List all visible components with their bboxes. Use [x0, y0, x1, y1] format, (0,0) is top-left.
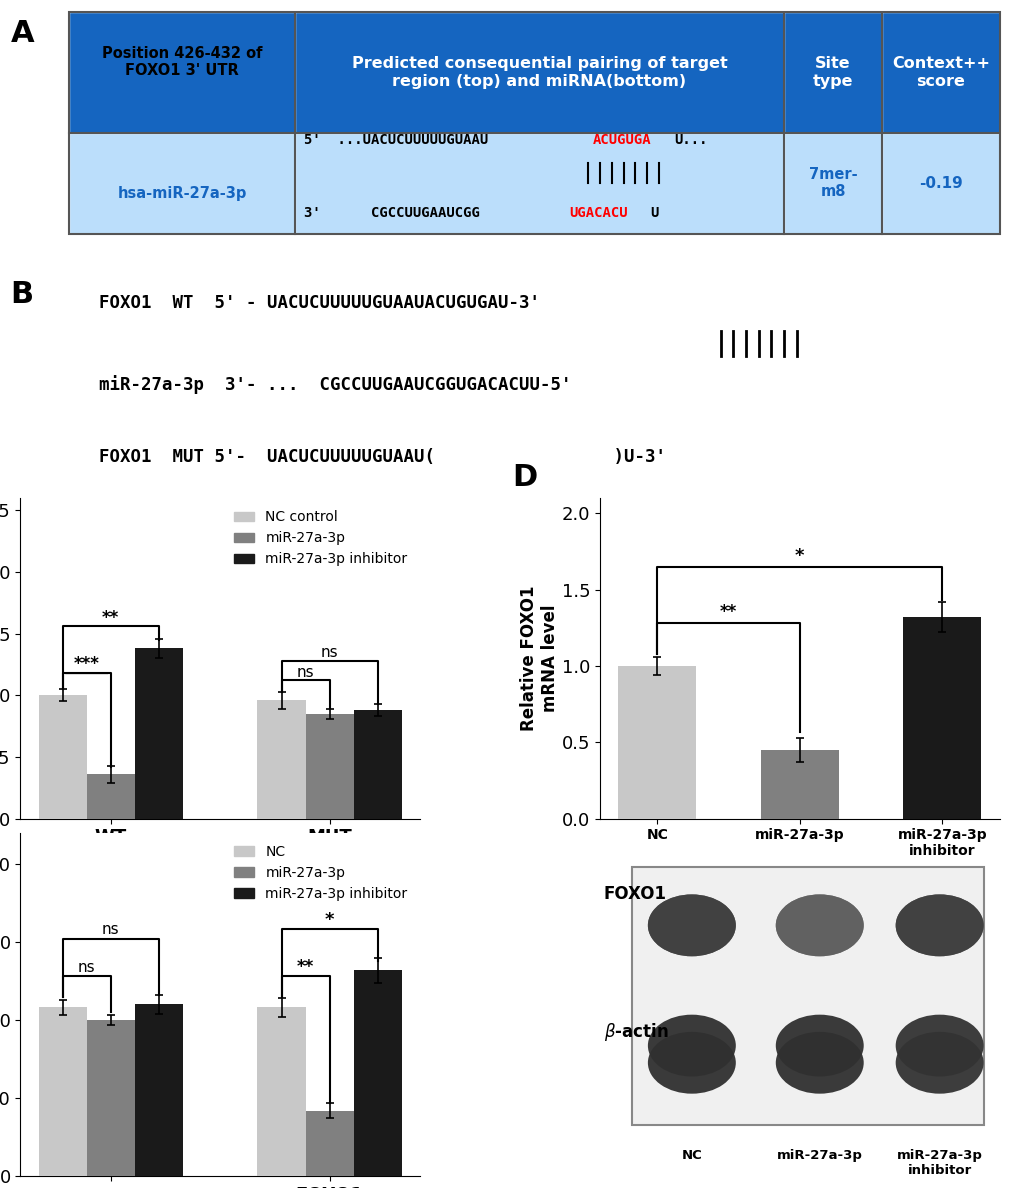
Ellipse shape — [647, 1015, 735, 1076]
Ellipse shape — [895, 1032, 982, 1094]
Text: FOXO1  MUT 5'-  UACUCUUUUUGUAAU(                 )U-3': FOXO1 MUT 5'- UACUCUUUUUGUAAU( )U-3' — [99, 448, 665, 466]
Text: *: * — [325, 911, 334, 929]
FancyBboxPatch shape — [881, 133, 999, 234]
Text: $\beta$-actin: $\beta$-actin — [603, 1020, 668, 1043]
Text: -0.19: -0.19 — [918, 176, 962, 191]
Text: Context++
score: Context++ score — [891, 56, 988, 89]
Ellipse shape — [775, 895, 863, 956]
Legend: NC, miR-27a-3p, miR-27a-3p inhibitor: NC, miR-27a-3p, miR-27a-3p inhibitor — [227, 840, 413, 906]
Bar — [257, 700, 306, 819]
Text: ACUGUGA: ACUGUGA — [593, 133, 651, 147]
Text: FOXO1  WT  5' - UACUCUUUUUGUAAUACUGUGAU-3': FOXO1 WT 5' - UACUCUUUUUGUAAUACUGUGAU-3' — [99, 293, 539, 311]
Text: **: ** — [719, 604, 737, 621]
Text: ns: ns — [102, 922, 119, 937]
FancyBboxPatch shape — [294, 133, 784, 234]
Text: Position 426-432 of
FOXO1 3' UTR: Position 426-432 of FOXO1 3' UTR — [102, 46, 262, 78]
Ellipse shape — [647, 1032, 735, 1094]
Bar — [354, 971, 401, 1176]
Text: ns: ns — [297, 665, 314, 680]
Text: ***: *** — [73, 656, 100, 674]
Bar — [87, 1020, 135, 1176]
Bar — [618, 666, 696, 819]
Text: miR-27a-3p  3'- ...  CGCCUUGAAUCGGUGACACUU-5': miR-27a-3p 3'- ... CGCCUUGAAUCGGUGACACUU… — [99, 375, 571, 394]
Text: ns: ns — [321, 645, 338, 661]
Text: 5'  ...UACUCUUUUUGUAAU: 5' ...UACUCUUUUUGUAAU — [304, 133, 488, 147]
Ellipse shape — [895, 895, 982, 956]
Ellipse shape — [895, 1015, 982, 1076]
Text: FOXO1: FOXO1 — [603, 885, 666, 903]
Text: 3'      CGCCUUGAAUCGG: 3' CGCCUUGAAUCGG — [304, 207, 480, 221]
Legend: NC control, miR-27a-3p, miR-27a-3p inhibitor: NC control, miR-27a-3p, miR-27a-3p inhib… — [227, 505, 413, 571]
Text: Site
type: Site type — [812, 56, 853, 89]
Text: hsa-miR-27a-3p: hsa-miR-27a-3p — [117, 185, 247, 201]
Ellipse shape — [647, 895, 735, 956]
Text: D: D — [512, 462, 537, 492]
Text: UGACACU: UGACACU — [569, 207, 627, 221]
Ellipse shape — [775, 895, 863, 956]
Y-axis label: Relative FOXO1
mRNA level: Relative FOXO1 mRNA level — [520, 586, 558, 731]
Bar — [354, 710, 401, 819]
Text: U: U — [649, 207, 657, 221]
FancyBboxPatch shape — [784, 133, 881, 234]
Bar — [902, 617, 980, 819]
FancyBboxPatch shape — [881, 12, 999, 133]
Text: B: B — [10, 280, 34, 309]
Bar — [39, 1007, 87, 1176]
Ellipse shape — [647, 895, 735, 956]
Bar — [760, 750, 838, 819]
FancyBboxPatch shape — [294, 12, 784, 133]
Ellipse shape — [895, 895, 982, 956]
FancyBboxPatch shape — [632, 867, 982, 1125]
Text: *: * — [794, 546, 804, 564]
Bar — [87, 775, 135, 819]
Text: ns: ns — [77, 960, 96, 974]
Text: A: A — [10, 19, 35, 49]
Bar — [135, 1004, 182, 1176]
Text: NC: NC — [681, 1149, 701, 1162]
Text: Predicted consequential pairing of target
region (top) and miRNA(bottom): Predicted consequential pairing of targe… — [352, 56, 727, 89]
Text: **: ** — [297, 958, 314, 975]
Text: 7mer-
m8: 7mer- m8 — [808, 168, 857, 200]
Bar — [306, 1111, 354, 1176]
FancyBboxPatch shape — [784, 12, 881, 133]
Bar — [257, 1007, 306, 1176]
Bar — [135, 649, 182, 819]
Text: miR-27a-3p
inhibitor: miR-27a-3p inhibitor — [896, 1149, 981, 1176]
Ellipse shape — [775, 1015, 863, 1076]
Text: U...: U... — [674, 133, 707, 147]
FancyBboxPatch shape — [69, 12, 294, 133]
Bar — [39, 695, 87, 819]
Bar — [306, 714, 354, 819]
FancyBboxPatch shape — [69, 133, 294, 234]
Text: **: ** — [102, 608, 119, 626]
Text: miR-27a-3p: miR-27a-3p — [776, 1149, 862, 1162]
Ellipse shape — [775, 1032, 863, 1094]
